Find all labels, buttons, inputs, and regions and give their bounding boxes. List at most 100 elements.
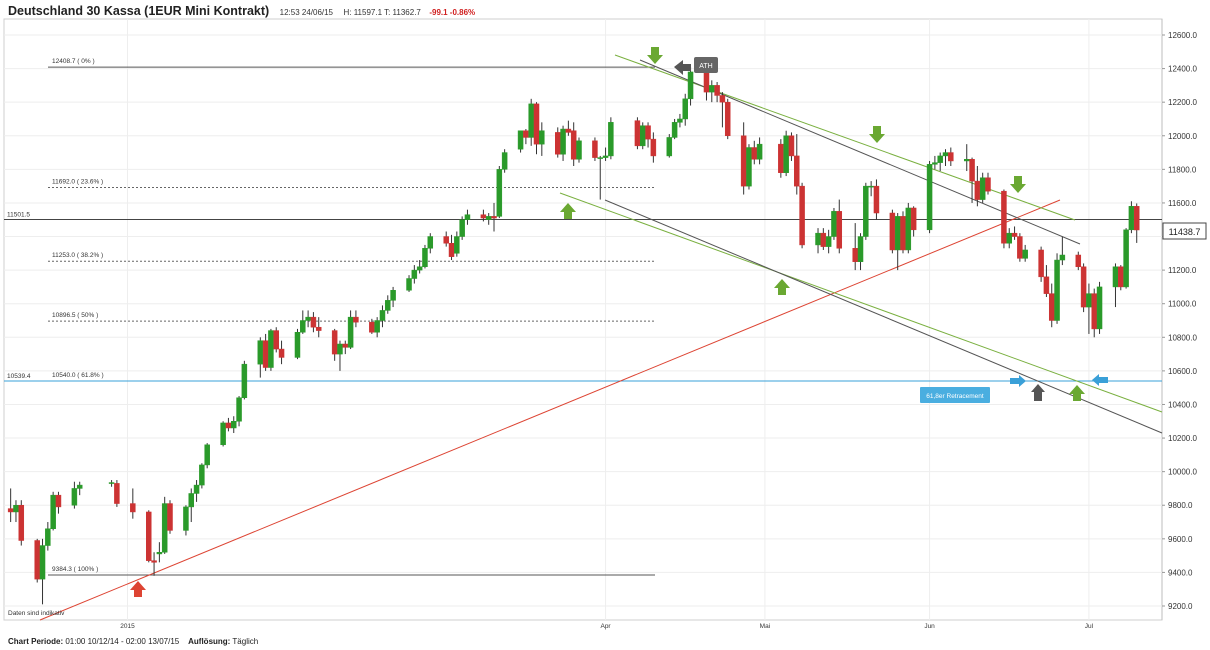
candle-body: [719, 95, 726, 103]
candle-body: [517, 130, 524, 150]
candle-body: [236, 397, 242, 422]
y-tick-label: 11600.0: [1168, 199, 1197, 208]
resolution-label: Auflösung:: [188, 637, 231, 646]
candle-body: [55, 494, 62, 508]
candle-body: [130, 503, 136, 513]
candle-body: [262, 340, 269, 368]
fib-label: 10540.0 ( 61.8% ): [52, 372, 104, 379]
candle-body: [241, 363, 248, 399]
candle-body: [1059, 254, 1066, 261]
retracement-label: 61,8er Retracement: [926, 393, 984, 400]
fib-levels: 12408.7 ( 0% ) 11692.0 ( 23.6% ) 11253.0 (…: [4, 58, 1162, 576]
candle-body: [634, 120, 641, 147]
candle-body: [411, 269, 418, 279]
candle-body: [1038, 249, 1044, 278]
fib-label: 9384.3 ( 100% ): [52, 566, 98, 573]
blue-right-arrow-icon: [1010, 375, 1026, 387]
candle-body: [1112, 266, 1119, 288]
candle-body: [156, 552, 163, 555]
candle-body: [703, 71, 710, 93]
candle-body: [464, 214, 471, 220]
candle-body: [204, 444, 210, 466]
candle-body: [13, 504, 19, 513]
candle-body: [602, 155, 609, 158]
candle-body: [740, 135, 747, 187]
candle-body: [756, 143, 763, 160]
y-tick-label: 10200.0: [1168, 434, 1197, 443]
grid-layer: [4, 19, 1162, 620]
channel-lower-gray: [604, 199, 1163, 434]
green-down-arrow-icon: [1010, 176, 1026, 193]
candle-body: [539, 130, 545, 145]
candle-body: [677, 118, 683, 123]
gray-left-arrow-icon: [674, 60, 691, 75]
chart-header: Deutschland 30 Kassa (1EUR Mini Kontrakt…: [8, 2, 475, 18]
candle-body: [1118, 266, 1124, 288]
candle-body: [1048, 293, 1055, 321]
candle-body: [294, 332, 301, 358]
candle-body: [496, 169, 503, 217]
candle-body: [639, 125, 646, 147]
candle-body: [443, 236, 449, 244]
candle-body: [852, 248, 858, 262]
candle-body: [926, 164, 933, 231]
candle-body: [565, 128, 572, 133]
candle-body: [709, 85, 715, 93]
y-tick-label: 11000.0: [1168, 300, 1197, 309]
trendline-red: [39, 199, 1061, 621]
candle-body: [969, 159, 975, 182]
candle-body: [71, 488, 78, 506]
y-tick-label: 10600.0: [1168, 367, 1197, 376]
candle-body: [1091, 293, 1097, 330]
candle-body: [278, 348, 285, 358]
candle-body: [257, 340, 264, 365]
candle-body: [555, 132, 561, 155]
candle-body: [1022, 249, 1028, 259]
candle-body: [560, 128, 566, 155]
candle-body: [161, 503, 168, 553]
hline-label: 11501.5: [7, 211, 30, 218]
candle-body: [385, 300, 391, 311]
candle-body: [1011, 232, 1018, 237]
candle-body: [905, 207, 912, 251]
candle-body: [220, 422, 226, 446]
candle-body: [331, 330, 338, 355]
current-price-label: 11438.7: [1169, 227, 1201, 237]
gray-up-arrow-icon: [1031, 384, 1045, 401]
candle-body: [485, 216, 492, 220]
candle-body: [448, 242, 455, 257]
y-tick-label: 12000.0: [1168, 132, 1197, 141]
candle-body: [873, 185, 880, 214]
y-tick-label: 12600.0: [1168, 31, 1197, 40]
y-tick-label: 10400.0: [1168, 400, 1197, 409]
candle-body: [369, 321, 375, 333]
candle-body: [310, 316, 317, 328]
candle-body: [671, 122, 678, 138]
candle-body: [794, 155, 800, 187]
candle-body: [682, 98, 688, 120]
candle-body: [645, 125, 651, 140]
period-value: 01:00 10/12/14 - 02:00 13/07/15: [65, 637, 180, 646]
x-axis: 2015 Apr Mai Jun Jul: [120, 623, 1093, 630]
candle-body: [50, 494, 56, 529]
candle-body: [889, 212, 896, 251]
candle-body: [836, 211, 843, 249]
red-up-arrow-icon: [130, 581, 146, 597]
candle-body: [337, 343, 343, 355]
candle-body: [746, 147, 752, 187]
candle-body: [315, 326, 322, 331]
candle-body: [910, 207, 917, 231]
candle-body: [199, 464, 205, 486]
change-value: -99.1 -0.86%: [429, 8, 476, 17]
candle-body: [831, 211, 837, 237]
fib-label: 10896.5 ( 50% ): [52, 312, 98, 319]
candle-body: [1096, 286, 1103, 330]
candle-body: [427, 236, 434, 249]
candle-body: [1006, 232, 1012, 244]
x-tick-label: Jun: [924, 623, 935, 630]
y-tick-label: 10800.0: [1168, 333, 1197, 342]
chart-footer: Chart Periode: 01:00 10/12/14 - 02:00 13…: [8, 637, 258, 646]
fib-label: 11253.0 ( 38.2% ): [52, 252, 103, 259]
green-down-arrow-icon: [647, 47, 663, 64]
candle-body: [799, 185, 805, 246]
